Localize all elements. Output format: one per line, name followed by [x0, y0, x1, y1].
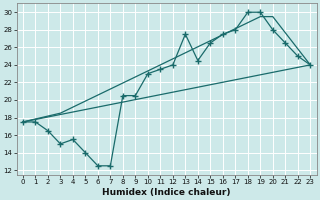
X-axis label: Humidex (Indice chaleur): Humidex (Indice chaleur) [102, 188, 231, 197]
